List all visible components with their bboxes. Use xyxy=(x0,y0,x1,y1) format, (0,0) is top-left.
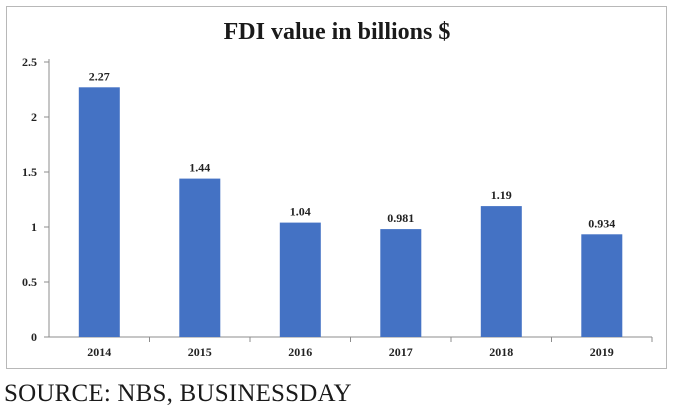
x-tick-label-2019: 2019 xyxy=(590,345,614,359)
data-label-2016: 1.04 xyxy=(290,205,311,219)
data-label-2014: 2.27 xyxy=(89,69,110,83)
y-tick-label: 1.5 xyxy=(22,165,37,179)
fdi-bar-chart: FDI value in billions $ 0 0.5 1 1.5 2 2.5 2.27 2… xyxy=(22,19,653,359)
bar-2019 xyxy=(581,234,623,337)
bar-2018 xyxy=(480,206,522,337)
x-tick-label-2018: 2018 xyxy=(489,345,513,359)
y-tick-label: 1 xyxy=(31,220,37,234)
source-caption: SOURCE: NBS, BUSINESSDAY xyxy=(4,380,352,407)
y-tick-label: 2 xyxy=(31,110,37,124)
chart-frame: FDI value in billions $ 0 0.5 1 1.5 2 2.5 2.27 2… xyxy=(6,6,667,369)
x-tick-label-2014: 2014 xyxy=(87,345,111,359)
y-tick-label: 0 xyxy=(31,330,37,344)
y-tick-label: 0.5 xyxy=(22,275,37,289)
data-label-2017: 0.981 xyxy=(387,211,414,225)
bar-2015 xyxy=(179,178,221,337)
chart-title: FDI value in billions $ xyxy=(224,19,451,45)
bar-2016 xyxy=(279,222,321,337)
x-tick-label-2016: 2016 xyxy=(288,345,312,359)
data-label-2019: 0.934 xyxy=(588,216,615,230)
data-label-2018: 1.19 xyxy=(491,188,512,202)
x-tick-label-2015: 2015 xyxy=(188,345,212,359)
bar-2014 xyxy=(78,87,120,337)
bar-2017 xyxy=(380,229,422,337)
y-tick-label: 2.5 xyxy=(22,55,37,69)
data-label-2015: 1.44 xyxy=(189,161,210,175)
x-tick-label-2017: 2017 xyxy=(389,345,413,359)
